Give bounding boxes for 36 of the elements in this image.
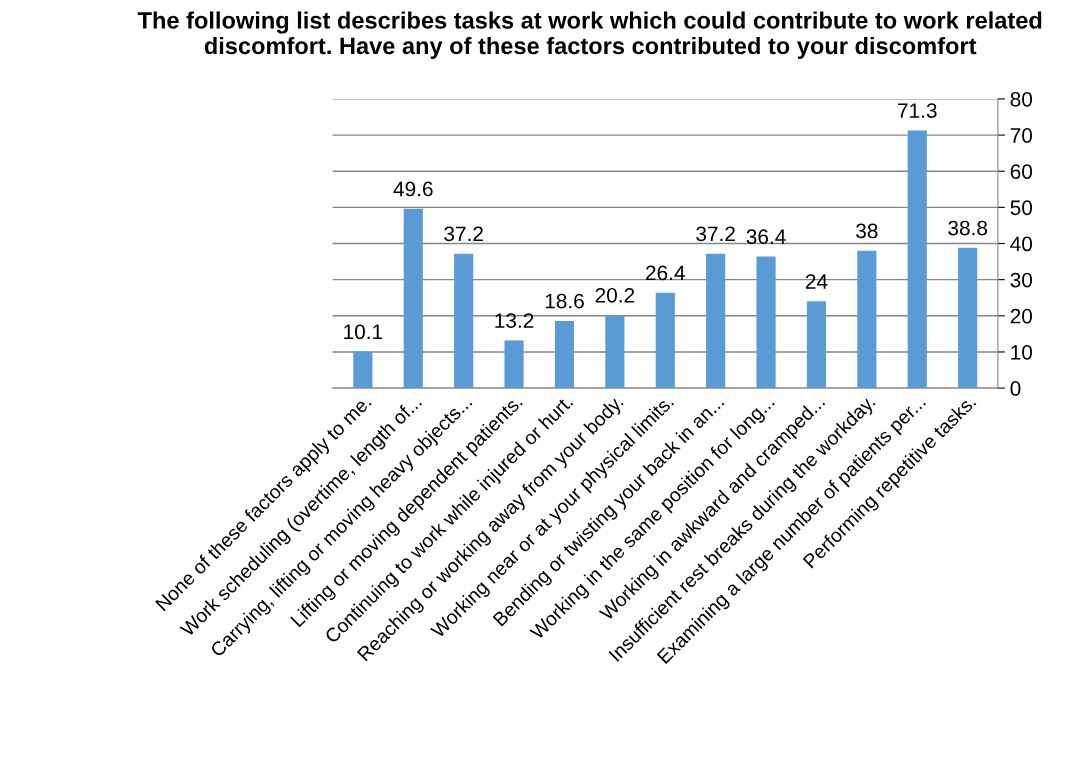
bar (353, 351, 373, 389)
bar (857, 250, 877, 389)
bar (907, 130, 927, 389)
bar (554, 320, 575, 389)
data-label: 24 (805, 274, 828, 289)
data-label: 49.6 (393, 181, 433, 197)
data-label: 38 (856, 223, 878, 239)
data-label: 18.6 (545, 293, 584, 309)
bar (806, 301, 827, 389)
data-label: 71.3 (898, 103, 937, 118)
data-label: 37.2 (444, 226, 483, 242)
y-tick-label: 40 (1010, 236, 1033, 252)
y-tick-label: 20 (1010, 308, 1033, 324)
data-label: 10.1 (344, 324, 383, 340)
data-label: 36.4 (746, 229, 786, 245)
data-label: 37.2 (696, 226, 735, 242)
bar (605, 315, 625, 389)
bar (655, 292, 675, 389)
data-label: 20.2 (595, 287, 635, 303)
bar (958, 247, 978, 389)
y-tick-label: 10 (1011, 344, 1033, 360)
y-tick-label: 50 (1010, 200, 1033, 216)
y-tick-label: 60 (1010, 164, 1033, 179)
data-label: 38.8 (948, 220, 988, 236)
bar (706, 253, 726, 389)
y-tick-label: 0 (1010, 381, 1021, 396)
chart-title: The following list describes tasks at work which could contribute to work related discomfort. Have any of these factors contributed to your discomfort (137, 11, 1042, 59)
y-tick-label: 80 (1010, 91, 1033, 107)
y-tick-label: 70 (1010, 128, 1033, 143)
y-tick-label: 30 (1010, 272, 1033, 288)
bar (504, 340, 524, 389)
bar (403, 208, 423, 389)
bar (756, 256, 776, 389)
data-label: 26.4 (646, 265, 685, 281)
bar (454, 253, 474, 389)
data-label: 13.2 (495, 313, 534, 328)
